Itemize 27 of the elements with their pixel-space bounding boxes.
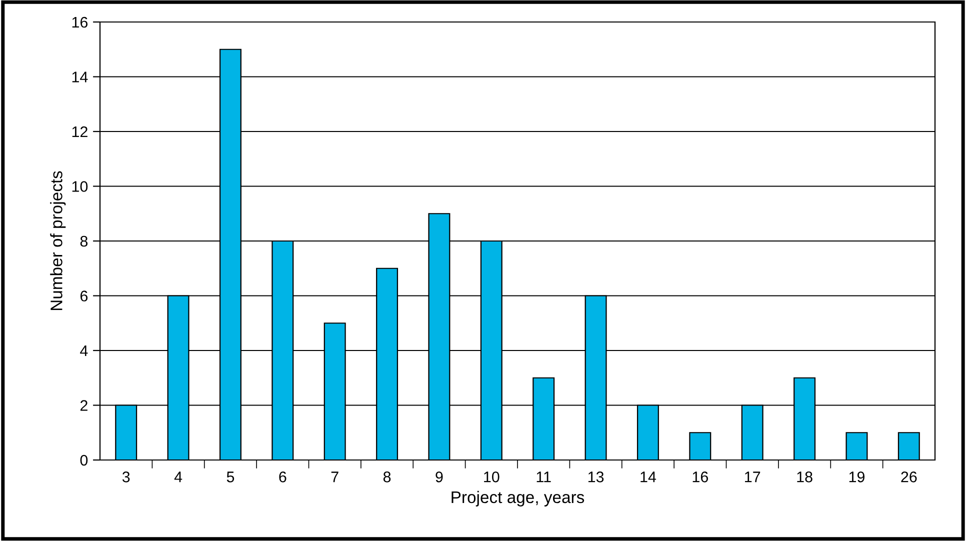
- x-tick-label: 17: [745, 472, 760, 482]
- y-tick-label: 2: [80, 400, 88, 411]
- x-tick-label: 5: [226, 472, 234, 482]
- x-tick-label: 3: [122, 472, 130, 482]
- x-axis-title: Project age, years: [452, 490, 584, 506]
- x-tick-label: 9: [436, 472, 443, 482]
- y-tick-label: 12: [72, 126, 88, 138]
- y-tick-label: 14: [72, 72, 88, 82]
- y-tick-label: 8: [80, 236, 88, 247]
- x-tick-label: 26: [901, 472, 917, 482]
- x-tick-label: 7: [331, 472, 338, 482]
- x-tick-label: 13: [588, 472, 604, 482]
- x-tick-label: 8: [383, 472, 391, 482]
- x-tick-label: 16: [692, 472, 708, 482]
- x-tick-label: 18: [797, 472, 812, 482]
- y-tick-label: 6: [80, 290, 88, 302]
- y-tick-label: 16: [72, 16, 88, 28]
- x-tick-label: 14: [640, 472, 656, 482]
- x-tick-label: 6: [279, 472, 286, 482]
- y-tick-label: 0: [80, 454, 88, 466]
- x-tick-label: 10: [484, 472, 500, 482]
- x-tick-label: 19: [849, 472, 864, 482]
- y-axis-title: Number of projects: [50, 171, 66, 310]
- x-tick-label: 4: [174, 472, 182, 482]
- y-tick-label: 4: [80, 346, 88, 356]
- x-tick-label: 11: [536, 472, 551, 482]
- y-tick-label: 10: [72, 181, 88, 192]
